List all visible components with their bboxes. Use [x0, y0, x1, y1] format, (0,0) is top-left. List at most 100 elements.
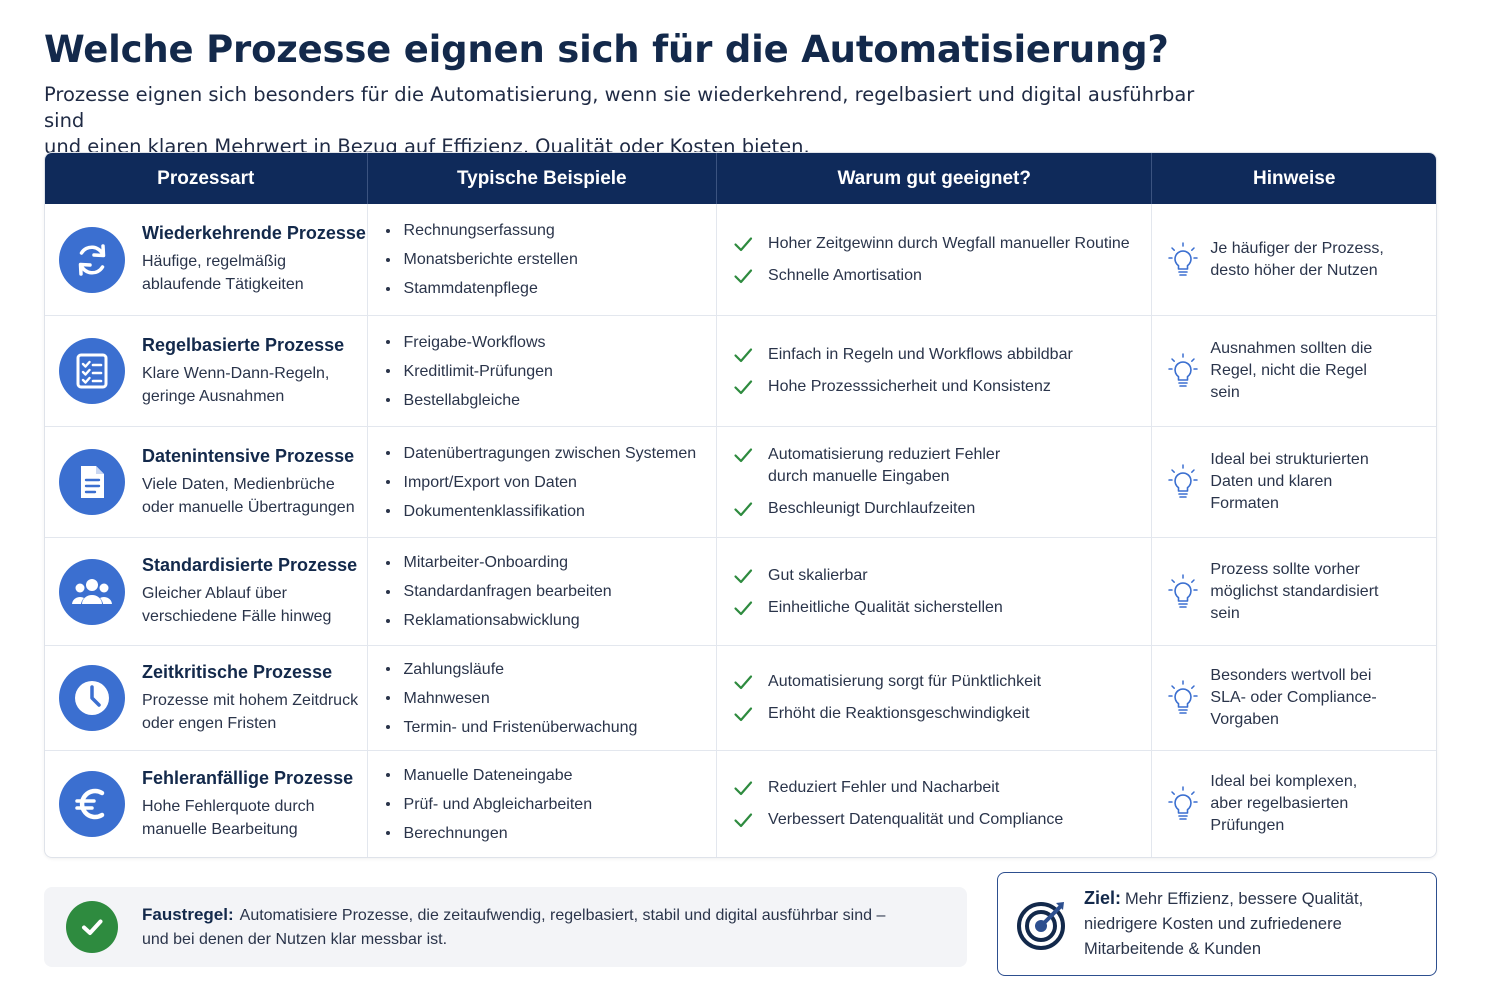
lightbulb-icon: [1168, 786, 1199, 820]
hint-line: möglichst standardisiert: [1210, 582, 1379, 600]
example-item: Standardanfragen bearbeiten: [385, 577, 717, 606]
example-item: Termin- und Fristenüberwachung: [385, 713, 717, 742]
hint-line: Prozess sollte vorher: [1210, 560, 1360, 578]
examples-cell: Datenübertragungen zwischen Systemen Impo…: [368, 427, 718, 537]
check-circle-icon: [66, 901, 118, 953]
hint-text: Besonders wertvoll bei SLA- oder Complian…: [1210, 665, 1376, 731]
category-desc-line: oder manuelle Übertragungen: [142, 498, 355, 516]
example-text: Rechnungserfassung: [403, 222, 555, 239]
category-desc: Viele Daten, Medienbrüche oder manuelle Ü…: [142, 473, 355, 519]
table-row: Regelbasierte Prozesse Klare Wenn-Dann-R…: [45, 315, 1436, 426]
lightbulb-icon: [1168, 573, 1199, 608]
hint-line: Ideal bei strukturierten: [1210, 451, 1369, 468]
reason-item: Automatisierung sorgt für Pünktlichkeit: [733, 671, 1151, 693]
example-text: Manuelle Dateneingabe: [403, 766, 573, 784]
faustregel-line: und bei denen der Nutzen klar messbar is…: [142, 930, 448, 948]
category-cell: Standardisierte Prozesse Gleicher Ablauf…: [45, 538, 368, 645]
checkmark-icon: [734, 236, 753, 251]
hint-cell: Besonders wertvoll bei SLA- oder Complian…: [1152, 646, 1436, 750]
reason-item: Gut skalierbar: [733, 565, 1151, 587]
bullet-icon: [385, 257, 390, 262]
checklist-icon: [59, 338, 125, 404]
category-title: Wiederkehrende Prozesse: [142, 223, 366, 243]
example-text: Stammdatenpflege: [403, 280, 538, 297]
example-text: Datenübertragungen zwischen Systemen: [403, 444, 697, 462]
category-desc: Klare Wenn-Dann-Regeln, geringe Ausnahmen: [142, 362, 344, 408]
bullet-icon: [385, 560, 390, 565]
category-title: Datenintensive Prozesse: [142, 445, 355, 466]
hint-line: Ausnahmen sollten die: [1210, 340, 1373, 357]
hint-line: Besonders wertvoll bei: [1210, 667, 1372, 684]
header-hinweise: Hinweise: [1253, 167, 1336, 189]
category-text: Datenintensive Prozesse Viele Daten, Med…: [142, 446, 355, 519]
bullet-icon: [385, 228, 390, 233]
checkmark-icon: [734, 568, 753, 583]
example-text: Prüf- und Abgleicharbeiten: [403, 795, 593, 813]
hint-text: Prozess sollte vorher möglichst standardi…: [1210, 559, 1378, 625]
reason-text: durch manuelle Eingaben: [768, 468, 950, 485]
hint-text: Ideal bei komplexen, aber regelbasierten P…: [1210, 771, 1357, 837]
reasons-cell: Hoher Zeitgewinn durch Wegfall manueller…: [717, 204, 1153, 315]
ziel-line: niedrigere Kosten und zufriedenere: [1084, 915, 1342, 933]
hint-line: sein: [1210, 384, 1240, 401]
table-row: Datenintensive Prozesse Viele Daten, Med…: [45, 426, 1436, 537]
example-item: Mitarbeiter-Onboarding: [385, 548, 717, 577]
page-subtitle: Prozesse eignen sich besonders für die A…: [44, 82, 1204, 160]
example-item: Stammdatenpflege: [385, 274, 717, 303]
example-text: Dokumentenklassifikation: [403, 502, 585, 520]
hint-line: Formaten: [1210, 495, 1279, 512]
hint-line: Daten und klaren: [1210, 473, 1333, 490]
example-item: Kreditlimit-Prüfungen: [385, 357, 717, 386]
category-desc-line: geringe Ausnahmen: [142, 387, 285, 405]
hint-line: Je häufiger der Prozess,: [1210, 239, 1384, 257]
checkmark-icon: [734, 348, 753, 363]
bullet-icon: [385, 831, 390, 835]
reason-item: Reduziert Fehler und Nacharbeit: [733, 777, 1151, 799]
bullet-icon: [385, 618, 390, 623]
checkmark-icon: [734, 675, 753, 690]
clock-icon: [59, 665, 125, 731]
reasons-cell: Reduziert Fehler und Nacharbeit Verbesser…: [717, 751, 1153, 857]
table-header: Prozessart Typische Beispiele Warum gut …: [45, 153, 1436, 204]
subtitle-line: Prozesse eignen sich besonders für die A…: [44, 83, 1195, 132]
table-body: Wiederkehrende Prozesse Häufige, regelmä…: [45, 204, 1436, 857]
reason-item: Hoher Zeitgewinn durch Wegfall manueller…: [733, 233, 1151, 255]
hint-text: Ideal bei strukturierten Daten und klaren…: [1210, 449, 1368, 515]
example-text: Standardanfragen bearbeiten: [403, 583, 612, 600]
example-text: Mahnwesen: [403, 689, 490, 707]
header-prozessart: Prozessart: [45, 153, 368, 204]
hint-line: Vorgaben: [1210, 711, 1279, 728]
category-title: Zeitkritische Prozesse: [142, 661, 333, 682]
lightbulb-icon: [1168, 464, 1199, 498]
target-icon: [1017, 902, 1065, 950]
example-text: Berechnungen: [403, 824, 508, 842]
example-text: Reklamationsabwicklung: [403, 612, 580, 629]
hint-cell: Ideal bei strukturierten Daten und klaren…: [1152, 427, 1436, 537]
category-desc-line: oder engen Fristen: [142, 714, 277, 732]
bullet-icon: [385, 398, 390, 402]
checkmark-icon: [734, 707, 753, 722]
example-text: Bestellabgleiche: [403, 391, 521, 409]
hint-cell: Ideal bei komplexen, aber regelbasierten P…: [1152, 751, 1436, 857]
reasons-cell: Automatisierung reduziert Fehler durch ma…: [717, 427, 1153, 537]
example-item: Monatsberichte erstellen: [385, 245, 717, 274]
reason-item: Hohe Prozesssicherheit und Konsistenz: [733, 376, 1151, 398]
checkmark-icon: [734, 813, 753, 828]
reason-text: Beschleunigt Durchlaufzeiten: [768, 500, 976, 517]
hint-line: desto höher der Nutzen: [1210, 261, 1378, 279]
table-row: Zeitkritische Prozesse Prozesse mit hohe…: [45, 645, 1436, 750]
category-text: Wiederkehrende Prozesse Häufige, regelmä…: [142, 223, 366, 296]
reason-text: Schnelle Amortisation: [768, 266, 922, 284]
ziel-line: Mehr Effizienz, bessere Qualität,: [1125, 890, 1364, 908]
bullet-icon: [385, 286, 390, 291]
page-title: Welche Prozesse eignen sich für die Auto…: [44, 28, 1169, 71]
example-text: Freigabe-Workflows: [403, 333, 546, 351]
example-item: Reklamationsabwicklung: [385, 606, 717, 635]
example-item: Import/Export von Daten: [385, 468, 717, 497]
hint-text: Ausnahmen sollten die Regel, nicht die Re…: [1210, 338, 1372, 404]
category-desc-line: ablaufende Tätigkeiten: [142, 276, 304, 293]
category-cell: Datenintensive Prozesse Viele Daten, Med…: [45, 427, 368, 537]
category-desc: Gleicher Ablauf über verschiedene Fälle h…: [142, 582, 357, 628]
ziel-text: Ziel: Mehr Effizienz, bessere Qualität, n…: [1084, 886, 1363, 962]
ziel-label: Ziel:: [1084, 888, 1122, 908]
